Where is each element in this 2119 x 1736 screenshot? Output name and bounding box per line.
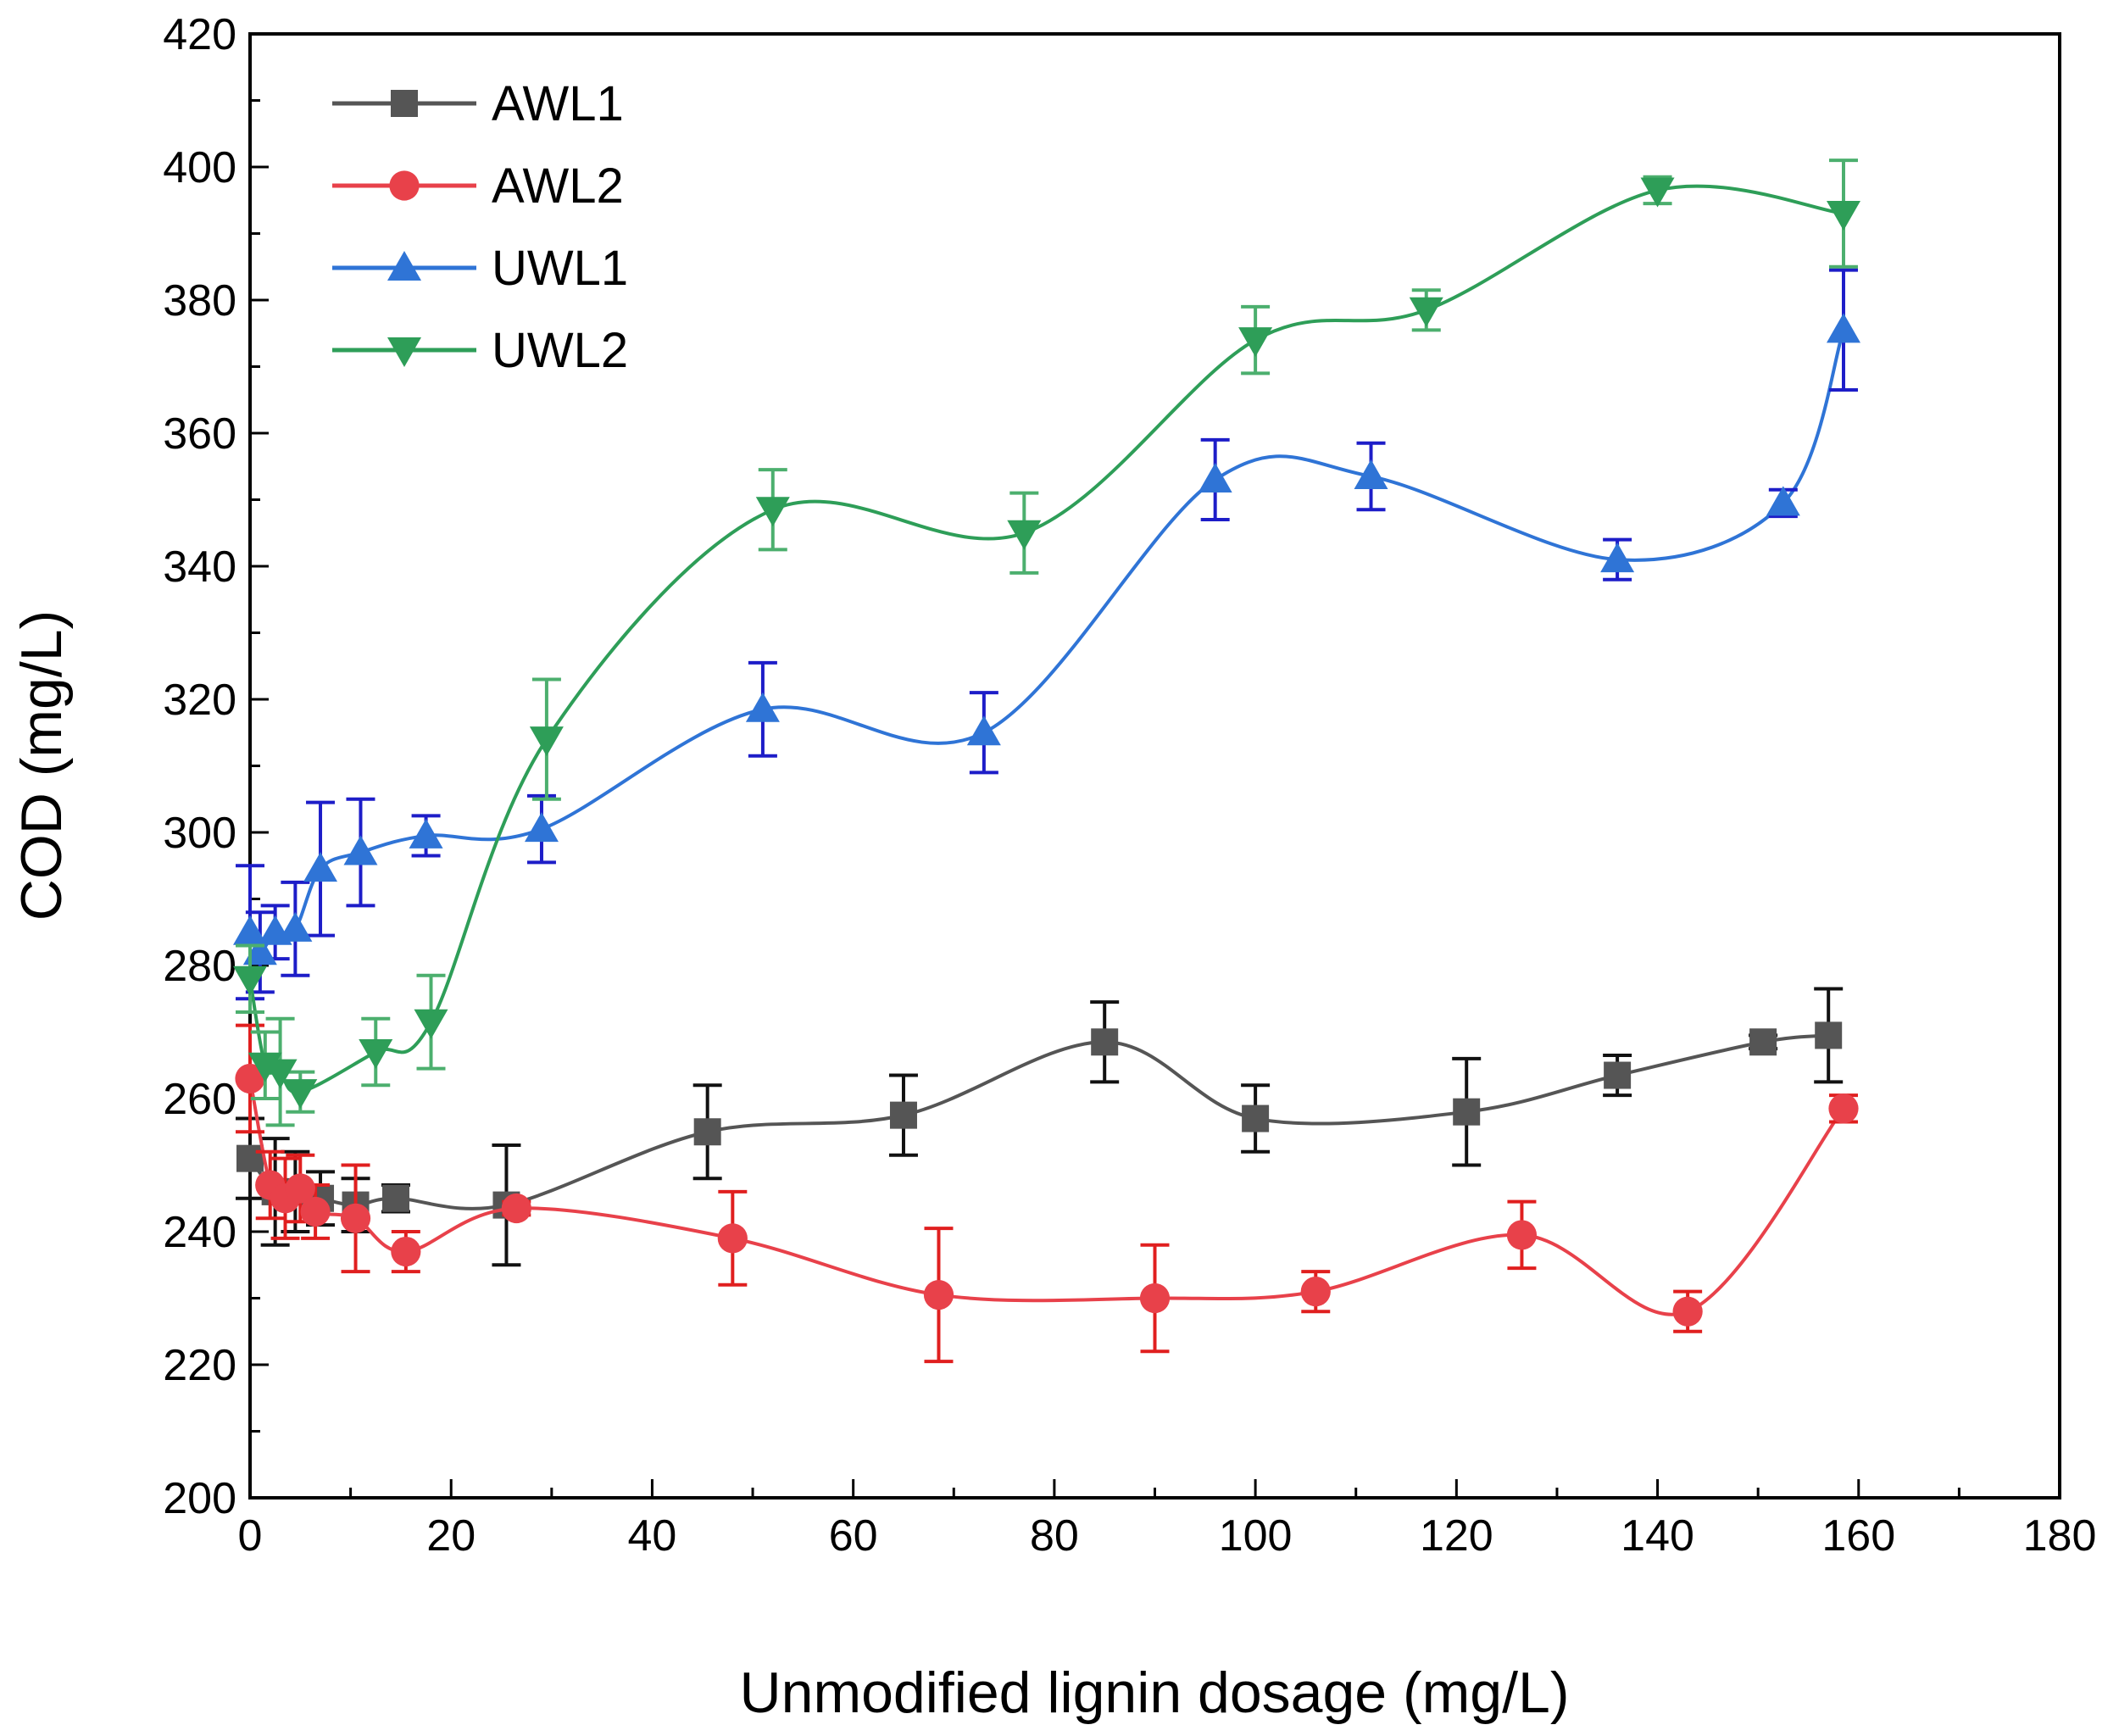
data-point-awl1 xyxy=(1749,1028,1777,1056)
data-point-awl2 xyxy=(1506,1220,1538,1250)
series-line-awl2 xyxy=(248,1078,1845,1316)
x-tick-label: 20 xyxy=(426,1511,476,1561)
y-tick-label: 420 xyxy=(163,10,236,59)
y-tick-label: 340 xyxy=(163,542,236,592)
data-point-uwl2 xyxy=(1640,177,1675,208)
series-uwl2 xyxy=(233,159,1860,1127)
data-point-uwl1 xyxy=(278,911,313,942)
data-point-awl2 xyxy=(235,1063,265,1094)
legend-label: AWL2 xyxy=(492,159,624,214)
legend-item-awl2: AWL2 xyxy=(332,159,624,214)
data-point-uwl1 xyxy=(524,812,559,843)
data-point-uwl1 xyxy=(1600,542,1635,573)
series-awl2 xyxy=(235,1023,1859,1364)
data-point-awl1 xyxy=(1242,1104,1270,1132)
data-point-awl2 xyxy=(285,1173,315,1204)
data-point-uwl2 xyxy=(1007,520,1042,550)
data-point-awl1 xyxy=(889,1101,917,1129)
y-tick-label: 400 xyxy=(163,143,236,192)
y-tick-label: 240 xyxy=(163,1208,236,1257)
legend-item-awl1: AWL1 xyxy=(332,76,624,131)
data-point-uwl2 xyxy=(233,965,267,996)
y-tick-label: 300 xyxy=(163,809,236,858)
y-tick-label: 200 xyxy=(163,1474,236,1523)
data-point-uwl1 xyxy=(303,852,338,882)
data-point-awl1 xyxy=(1453,1098,1481,1126)
y-tick-label: 360 xyxy=(163,409,236,459)
x-tick-label: 0 xyxy=(238,1511,263,1561)
data-point-awl1 xyxy=(1815,1021,1843,1049)
data-point-uwl2 xyxy=(414,1009,448,1039)
series-line-awl1 xyxy=(248,1033,1829,1210)
data-point-awl1 xyxy=(1604,1061,1632,1089)
x-tick-label: 60 xyxy=(829,1511,878,1561)
data-point-awl2 xyxy=(300,1196,331,1227)
x-tick-label: 180 xyxy=(2023,1511,2097,1561)
y-axis-title: COD (mg/L) xyxy=(9,610,74,921)
data-point-awl2 xyxy=(391,1236,421,1267)
data-point-awl2 xyxy=(923,1279,954,1310)
legend-label: UWL2 xyxy=(492,323,628,378)
data-point-awl2 xyxy=(717,1223,748,1254)
data-point-awl1 xyxy=(236,1144,264,1172)
series-line-uwl2 xyxy=(248,184,1844,1094)
data-point-awl1 xyxy=(1091,1028,1119,1056)
data-point-uwl1 xyxy=(1766,486,1800,516)
data-point-uwl2 xyxy=(283,1079,318,1110)
legend-marker xyxy=(391,90,418,117)
x-tick-label: 100 xyxy=(1219,1511,1293,1561)
series-uwl1 xyxy=(233,268,1860,1001)
data-point-uwl1 xyxy=(343,835,378,865)
data-point-uwl2 xyxy=(1238,327,1273,358)
data-point-uwl2 xyxy=(529,726,564,757)
x-axis-title: Unmodified lignin dosage (mg/L) xyxy=(740,1661,1570,1725)
legend-marker xyxy=(387,251,421,281)
y-tick-label: 220 xyxy=(163,1341,236,1390)
legend-label: UWL1 xyxy=(492,241,628,296)
data-point-awl2 xyxy=(1828,1093,1859,1124)
data-point-awl2 xyxy=(1300,1277,1331,1307)
legend-label: AWL1 xyxy=(492,76,624,131)
ticks-layer: 0 20 40 60 80 100 120 140 160 180 200 220 240 260 280 3… xyxy=(163,10,2096,1561)
y-tick-label: 380 xyxy=(163,276,236,326)
data-point-uwl2 xyxy=(755,497,790,527)
x-tick-label: 160 xyxy=(1821,1511,1895,1561)
x-tick-label: 40 xyxy=(628,1511,677,1561)
x-tick-label: 120 xyxy=(1420,1511,1493,1561)
data-point-uwl1 xyxy=(1198,462,1232,492)
series-awl1 xyxy=(236,987,1844,1267)
data-point-uwl2 xyxy=(1409,297,1443,327)
legend-marker xyxy=(389,170,420,201)
legend-item-uwl2: UWL2 xyxy=(332,323,628,378)
data-point-awl2 xyxy=(1139,1283,1171,1314)
legend-marker xyxy=(387,337,421,367)
data-point-awl1 xyxy=(381,1184,409,1212)
y-tick-label: 320 xyxy=(163,676,236,725)
legend: AWL1 AWL2 UWL1 UWL2 xyxy=(332,76,628,378)
y-tick-label: 280 xyxy=(163,942,236,991)
data-point-uwl1 xyxy=(233,915,267,945)
data-point-uwl2 xyxy=(1826,200,1860,231)
y-tick-label: 260 xyxy=(163,1075,236,1124)
data-point-uwl1 xyxy=(745,692,780,722)
data-point-awl2 xyxy=(1672,1296,1703,1327)
x-tick-label: 80 xyxy=(1030,1511,1079,1561)
data-point-uwl2 xyxy=(263,1059,298,1089)
data-point-uwl1 xyxy=(1826,313,1860,343)
data-point-awl1 xyxy=(693,1118,721,1146)
data-point-awl2 xyxy=(501,1193,531,1224)
data-point-uwl1 xyxy=(1354,459,1388,490)
legend-item-uwl1: UWL1 xyxy=(332,241,628,296)
x-tick-label: 140 xyxy=(1621,1511,1694,1561)
data-point-awl2 xyxy=(340,1203,371,1233)
series-layer xyxy=(233,159,1860,1364)
data-point-uwl2 xyxy=(359,1039,393,1070)
data-point-uwl1 xyxy=(966,715,1001,746)
data-point-uwl1 xyxy=(409,818,443,849)
